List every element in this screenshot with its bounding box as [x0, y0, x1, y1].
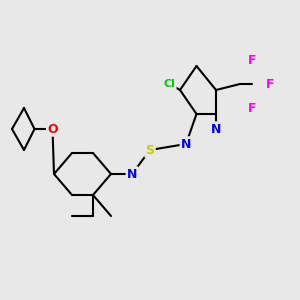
Text: O: O: [47, 122, 58, 136]
Text: F: F: [266, 77, 274, 91]
Text: N: N: [211, 122, 221, 136]
Text: S: S: [146, 143, 154, 157]
Text: F: F: [248, 101, 256, 115]
Text: Cl: Cl: [164, 79, 175, 89]
Text: F: F: [248, 53, 256, 67]
Text: N: N: [181, 137, 191, 151]
Text: N: N: [127, 167, 137, 181]
